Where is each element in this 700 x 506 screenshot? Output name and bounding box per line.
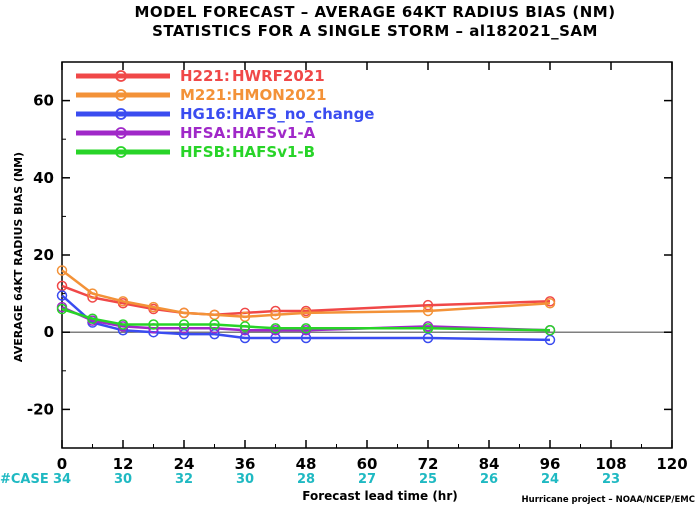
data-point [56,290,68,301]
legend-code: HFSB: [180,143,231,161]
legend-code: HG16: [180,105,232,123]
plot-area: 0 12 24 36 48 60 72 84 96 108 120 -20 0 20 40 60 34 30 32 3… [27,61,688,487]
series-line [61,294,551,342]
x-tick-label: 120 [656,455,687,473]
data-point [178,307,190,319]
y-tick-label: 20 [33,246,54,264]
x-axis-label: Forecast lead time (hr) [302,489,458,503]
data-point [422,323,434,334]
legend-name: HAFSv1-A [232,124,316,142]
legend-code: M221: [180,86,232,104]
data-point [300,323,312,334]
legend-marker [115,108,127,120]
legend-marker [115,89,127,101]
x-tick-label: 96 [540,455,561,473]
data-point [87,313,98,324]
series-hafsv1-b [56,303,556,336]
data-point [56,265,68,276]
data-point [544,298,556,309]
case-count: 34 [53,472,71,487]
legend-name: HAFSv1-B [232,143,315,161]
case-count: 30 [236,472,254,487]
legend-entry: H221: HWRF2021 [76,67,325,85]
case-count-label: #CASE [0,472,49,487]
data-point [117,296,129,307]
data-point [178,319,190,330]
y-tick-label: -20 [27,400,54,418]
case-count: 25 [419,472,437,487]
legend-marker [115,70,127,82]
x-tick-label: 108 [595,455,626,473]
credit-text: Hurricane project – NOAA/NCEP/EMC [522,495,695,505]
y-tick-label: 60 [33,92,54,110]
x-tick-label: 84 [479,455,500,473]
legend-marker [115,127,127,139]
data-point [270,309,281,321]
series-line [61,269,551,319]
x-tick-label: 60 [357,455,378,473]
legend-code: HFSA: [180,124,232,142]
chart-title: MODEL FORECAST – AVERAGE 64KT RADIUS BIA… [134,3,615,21]
data-point [300,307,312,319]
legend-name: HAFS_no_change [232,105,374,123]
case-count: 23 [602,472,620,487]
legend-name: HMON2021 [232,86,327,104]
legend-marker [115,146,127,158]
series-line [61,307,551,332]
x-tick-label: 36 [235,455,256,473]
case-count: 32 [175,472,193,487]
data-point [270,323,281,334]
legend-entry: HFSA: HAFSv1-A [76,124,316,142]
series-line [61,284,551,317]
data-point [56,303,68,315]
x-tick-label: 12 [113,455,134,473]
data-point [148,319,159,330]
data-point [117,319,129,330]
data-point [239,332,251,344]
legend-entry: HFSB: HAFSv1-B [76,143,315,161]
data-point [148,301,159,313]
x-tick-label: 72 [418,455,439,473]
data-point [422,299,434,311]
data-point [209,319,220,330]
y-tick-label: 0 [44,323,54,341]
x-tick-label: 48 [296,455,317,473]
case-count: 27 [358,472,376,487]
series-hmon2021 [56,265,556,323]
legend-entry: HG16: HAFS_no_change [76,105,374,123]
case-count: 28 [297,472,315,487]
data-point [422,305,434,317]
data-point [87,288,98,299]
case-count: 30 [114,472,132,487]
data-point [544,325,556,336]
legend-name: HWRF2021 [232,67,325,85]
y-tick-label: 40 [33,169,54,187]
y-axis-label: AVERAGE 64KT RADIUS BIAS (NM) [12,152,25,362]
case-count: 26 [480,472,498,487]
data-point [239,321,251,332]
case-count: 24 [541,472,559,487]
chart-subtitle: STATISTICS FOR A SINGLE STORM – al182021… [152,22,598,40]
x-tick-label: 24 [174,455,195,473]
legend-code: H221: [180,67,230,85]
x-tick-label: 0 [57,455,67,473]
legend-entry: M221: HMON2021 [76,86,327,104]
